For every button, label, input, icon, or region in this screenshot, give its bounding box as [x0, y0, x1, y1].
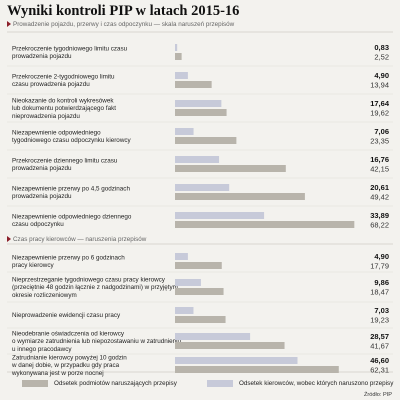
- bar-drivers: [175, 100, 222, 107]
- row-label: prowadzenia pojazdu: [12, 165, 72, 172]
- row-label: Zatrudnianie kierowcy powyżej 10 godzin: [12, 355, 127, 362]
- row-label: Nieprzestrzeganie tygodniowego czasu pra…: [12, 277, 166, 284]
- bar-violations: [175, 316, 226, 323]
- value-label-violations: 42,15: [370, 165, 389, 174]
- value-label-violations: 13,94: [370, 81, 389, 90]
- bar-drivers: [175, 184, 230, 191]
- value-label-drivers: 0,83: [374, 43, 389, 52]
- legend-label-violations: Odsetek podmiotów naruszających przepisy: [54, 380, 177, 387]
- value-label-violations: 17,79: [370, 262, 389, 271]
- value-label-drivers: 20,61: [370, 183, 389, 192]
- row-label: Przekroczenie dziennego limitu czasu: [12, 157, 118, 164]
- row-label: tygodniowego czasu odpoczynku kierowcy: [12, 137, 132, 144]
- legend: Odsetek podmiotów naruszających przepisy…: [0, 374, 400, 400]
- value-label-violations: 62,31: [370, 366, 389, 375]
- value-label-violations: 23,35: [370, 137, 389, 146]
- value-label-drivers: 28,57: [370, 332, 389, 341]
- value-label-drivers: 46,60: [370, 356, 389, 365]
- bar-drivers: [175, 307, 194, 314]
- row-label: Niezapewnienie przerwy po 6 godzinach: [12, 254, 125, 261]
- row-label: (przeciętnie 48 godzin łącznie z nadgodz…: [12, 284, 178, 291]
- value-label-violations: 2,52: [374, 53, 389, 62]
- bar-violations: [175, 342, 285, 349]
- value-label-drivers: 16,76: [370, 155, 389, 164]
- row-label: czasu prowadzenia pojazdu: [12, 81, 90, 88]
- bar-drivers: [175, 333, 251, 340]
- row-label: Przekroczenie tygodniowego limitu czasu: [12, 45, 128, 52]
- bar-violations: [175, 165, 286, 172]
- row-label: Niezapewnienie przerwy po 4,5 godzinach: [12, 185, 130, 192]
- row-label: wykonywana jest w porze nocnej: [11, 370, 104, 377]
- value-label-drivers: 9,86: [374, 278, 389, 287]
- value-label-violations: 19,62: [370, 109, 389, 118]
- row-label: lub dokumentu potwierdzającego fakt: [12, 105, 116, 112]
- row-label: Nieodebranie oświadczenia od kierowcy: [12, 331, 125, 338]
- section-title-driving: Prowadzenie pojazdu, przerwy i czas odpo…: [7, 21, 234, 28]
- bar-violations: [175, 288, 224, 295]
- row-label: prowadzenia pojazdu: [12, 53, 72, 60]
- source-note: Źródło: PIP: [364, 392, 392, 398]
- section-marker-icon: [7, 21, 11, 27]
- row-label: o wymiarze zatrudnienia lub niepozostawa…: [12, 338, 182, 345]
- value-label-violations: 49,42: [370, 193, 389, 202]
- legend-label-drivers: Odsetek kierowców, wobec których naruszo…: [239, 380, 394, 387]
- bar-drivers: [175, 156, 220, 163]
- bar-violations: [175, 81, 212, 88]
- bar-violations: [175, 109, 227, 116]
- row-label: Niezapewnienie odpowiedniego dziennego: [12, 213, 132, 220]
- value-label-violations: 19,23: [370, 316, 389, 325]
- value-label-violations: 68,22: [370, 221, 389, 230]
- value-label-violations: 41,67: [370, 342, 389, 351]
- value-label-drivers: 7,06: [374, 127, 389, 136]
- bar-drivers: [175, 72, 188, 79]
- section-title-text: Czas pracy kierowców — naruszenia przepi…: [13, 236, 147, 243]
- bar-violations: [175, 262, 222, 269]
- row-label: czasu odpoczynku: [12, 221, 64, 228]
- value-label-drivers: 4,90: [374, 252, 389, 261]
- row-label: w danej dobie, w przypadku gdy praca: [11, 362, 120, 369]
- section-title-text: Prowadzenie pojazdu, przerwy i czas odpo…: [13, 21, 235, 28]
- bar-drivers: [175, 357, 298, 364]
- bar-violations: [175, 193, 305, 200]
- row-label: Przekroczenie 2-tygodniowego limitu: [12, 73, 115, 80]
- section-marker-icon: [7, 236, 11, 242]
- chart-title: Wyniki kontroli PIP w latach 2015-16: [7, 3, 240, 19]
- row-label: okresie rozliczeniowym: [12, 292, 77, 299]
- row-label: nieprowadzenia pojazdu: [12, 113, 80, 120]
- value-label-drivers: 17,64: [370, 99, 390, 108]
- section-title-working-time: Czas pracy kierowców — naruszenia przepi…: [7, 236, 146, 243]
- row-label: Nieprowadzenie ewidencji czasu pracy: [12, 312, 121, 319]
- value-label-violations: 18,47: [370, 288, 389, 297]
- row-label: Niezapewnienie odpowiedniego: [12, 129, 101, 136]
- bar-drivers: [175, 128, 194, 135]
- bar-drivers: [175, 44, 178, 51]
- row-label: u innego pracodawcy: [12, 346, 72, 353]
- legend-swatch-drivers: [207, 380, 233, 387]
- bar-drivers: [175, 253, 188, 260]
- legend-swatch-violations: [22, 380, 48, 387]
- bar-drivers: [175, 279, 201, 286]
- bar-violations: [175, 53, 182, 60]
- value-label-drivers: 4,90: [374, 71, 389, 80]
- value-label-drivers: 7,03: [374, 306, 389, 315]
- row-label: Nieokazanie do kontroli wykresówek: [12, 98, 114, 105]
- row-label: prowadzenia pojazdu: [12, 193, 72, 200]
- value-label-drivers: 33,89: [370, 211, 389, 220]
- bar-violations: [175, 221, 355, 228]
- row-label: pracy kierowcy: [12, 262, 54, 269]
- bar-violations: [175, 137, 237, 144]
- bar-drivers: [175, 212, 265, 219]
- bar-violations: [175, 366, 339, 373]
